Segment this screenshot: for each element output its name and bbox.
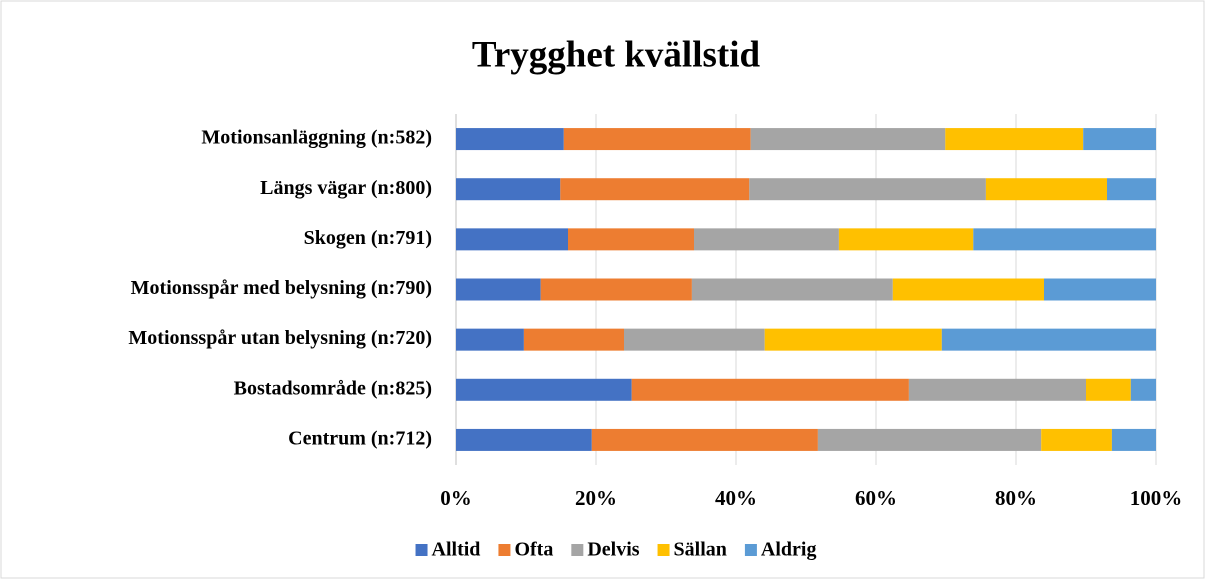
bar-segment: [456, 228, 568, 251]
y-tick-label: Längs vägar (n:800): [260, 177, 432, 199]
bar-segment: [456, 328, 524, 351]
x-tick-label: 80%: [995, 486, 1037, 510]
bar-segment: [764, 328, 942, 351]
bar-segment: [1041, 428, 1112, 451]
bar-segment: [985, 178, 1107, 201]
legend-label: Aldrig: [761, 539, 817, 561]
bar-segment: [563, 128, 751, 151]
legend-swatch: [571, 544, 584, 556]
y-tick-label: Motionsspår med belysning (n:790): [131, 277, 432, 299]
legend-swatch: [744, 544, 757, 556]
legend-label: Alltid: [432, 539, 481, 561]
bar-segment: [568, 228, 694, 251]
bar-segment: [750, 128, 946, 151]
legend-label: Sällan: [674, 539, 727, 561]
bar-segment: [694, 228, 839, 251]
bar-segment: [1130, 378, 1156, 401]
bar-segment: [1107, 178, 1156, 201]
bar-segment: [1111, 428, 1156, 451]
y-tick-label: Bostadsområde (n:825): [234, 377, 432, 399]
bar-segment: [945, 128, 1084, 151]
y-tick-label: Motionsanläggning (n:582): [201, 127, 432, 149]
bar-segment: [456, 428, 592, 451]
bar-segment: [908, 378, 1086, 401]
bar-segment: [749, 178, 986, 201]
bar-segment: [540, 278, 692, 301]
x-tick-label: 60%: [855, 486, 897, 510]
bar-segment: [591, 428, 818, 451]
bar-segment: [817, 428, 1042, 451]
y-tick-label: Centrum (n:712): [288, 428, 432, 450]
bar-segment: [456, 178, 561, 201]
bar-segment: [973, 228, 1156, 251]
bar-segment: [631, 378, 909, 401]
legend-swatch: [498, 544, 511, 556]
bar-segment: [1044, 278, 1156, 301]
legend-swatch: [657, 544, 670, 556]
bar-segment: [560, 178, 750, 201]
x-tick-label: 100%: [1130, 486, 1183, 510]
chart-title: Trygghet kvällstid: [472, 34, 761, 75]
bar-segment: [456, 378, 632, 401]
bar-segment: [691, 278, 893, 301]
y-tick-label: Motionsspår utan belysning (n:720): [128, 327, 432, 349]
bar-segment: [892, 278, 1044, 301]
y-tick-label: Skogen (n:791): [304, 227, 432, 249]
x-tick-label: 0%: [440, 486, 472, 510]
bar-segment: [1083, 128, 1156, 151]
legend-swatch: [415, 544, 428, 556]
bar-segment: [523, 328, 624, 351]
bar-segment: [624, 328, 765, 351]
x-tick-label: 40%: [715, 486, 757, 510]
bar-segment: [456, 278, 541, 301]
bar-segment: [941, 328, 1156, 351]
bar-segment: [456, 128, 564, 151]
legend-label: Ofta: [514, 539, 553, 561]
bar-segment: [1086, 378, 1131, 401]
legend-label: Delvis: [587, 539, 639, 561]
bar-segment: [838, 228, 974, 251]
x-tick-label: 20%: [575, 486, 617, 510]
